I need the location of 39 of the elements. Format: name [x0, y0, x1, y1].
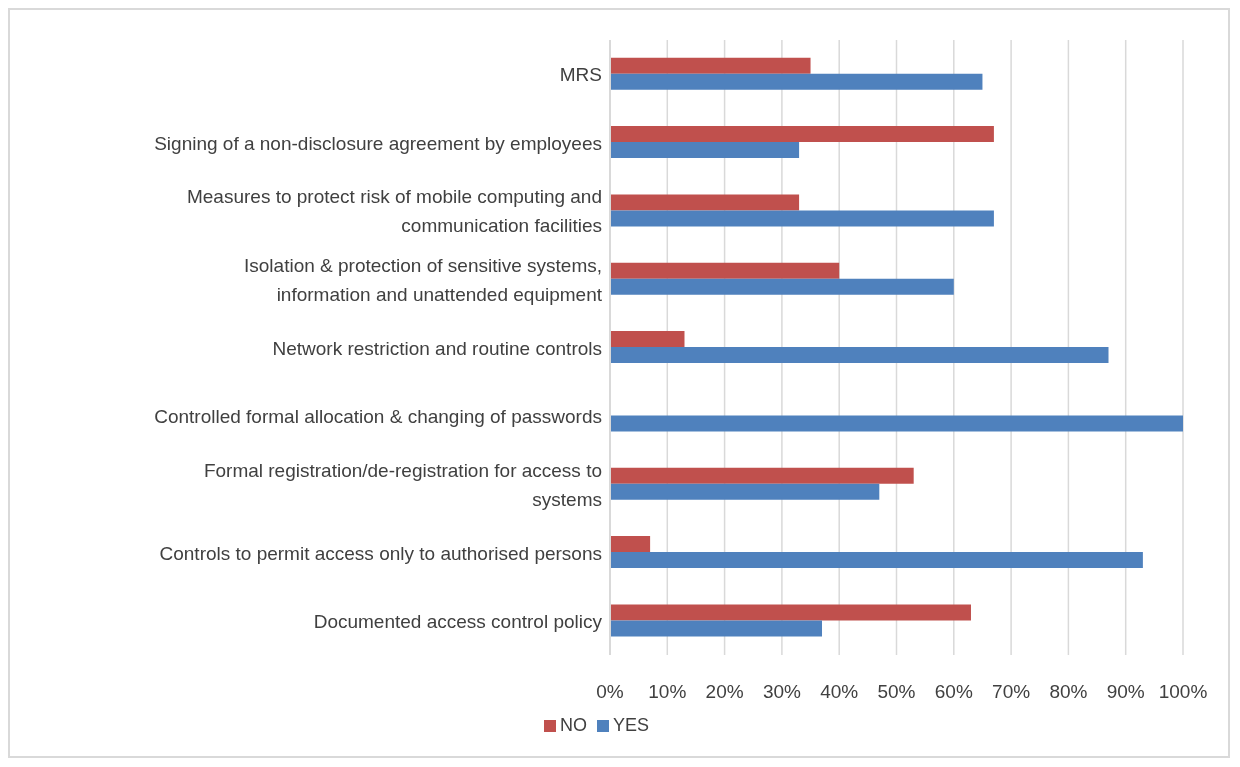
y-tick-label: MRS: [559, 63, 602, 85]
y-tick-label: Measures to protect risk of mobile computing and communication facilities: [186, 185, 602, 236]
y-tick-label: Formal registration/de-registration for access to systems: [203, 459, 602, 510]
bar: [610, 552, 1143, 569]
bar: [610, 415, 1183, 432]
x-tick-label: 20%: [705, 681, 744, 703]
bar: [610, 194, 800, 211]
bar: [610, 467, 914, 484]
y-tick-label: Isolation & protection of sensitive systems, information and unattended equipment: [244, 254, 603, 305]
x-tick-label: 90%: [1106, 681, 1145, 703]
bar: [610, 126, 994, 143]
bar: [610, 536, 651, 553]
x-tick-label: 40%: [820, 681, 859, 703]
bar: [610, 142, 800, 159]
bar: [610, 57, 811, 74]
y-tick-label: Controlled formal allocation & changing of passwords: [154, 405, 602, 427]
y-tick-label: Controls to permit access only to authorised persons: [159, 542, 602, 563]
bar: [610, 262, 840, 279]
legend-label: YES: [612, 715, 650, 735]
bar: [610, 278, 954, 295]
bar: [610, 483, 880, 500]
bar: [610, 347, 1109, 364]
bar: [610, 620, 823, 637]
x-tick-label: 0%: [596, 681, 624, 703]
x-tick-label: 70%: [992, 681, 1031, 703]
x-tick-label: 50%: [877, 681, 916, 703]
x-tick-label: 80%: [1049, 681, 1088, 703]
x-tick-label: 100%: [1158, 681, 1208, 703]
bar: [610, 604, 971, 621]
x-tick-label: 60%: [934, 681, 973, 703]
bar: [610, 73, 983, 90]
legend-label: NO: [559, 715, 587, 735]
x-tick-label: 10%: [648, 681, 687, 703]
y-tick-label: Signing of a non-disclosure agreement by employees: [154, 132, 602, 153]
bar: [610, 331, 685, 348]
y-tick-label: Documented access control policy: [313, 610, 603, 632]
x-tick-label: 30%: [762, 681, 802, 703]
y-tick-label: Network restriction and routine controls: [272, 337, 602, 358]
bar: [610, 210, 994, 227]
